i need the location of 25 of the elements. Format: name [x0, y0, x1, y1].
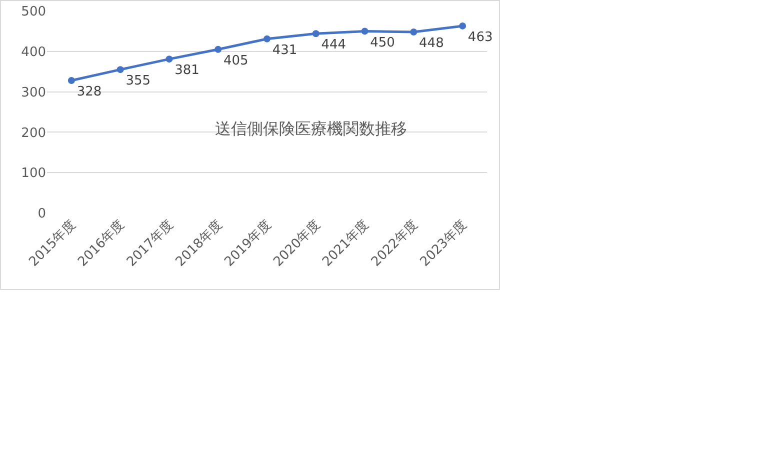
point — [166, 56, 173, 63]
point — [361, 28, 368, 35]
data-label: 355 — [126, 74, 151, 89]
point — [312, 30, 320, 38]
y-tick-label: 100 — [21, 166, 46, 182]
data-label: 405 — [223, 54, 248, 69]
point — [264, 35, 270, 42]
y-tick-label: 300 — [21, 85, 46, 100]
data-label: 431 — [272, 43, 298, 58]
y-tick-label: 0 — [38, 206, 46, 222]
point — [68, 76, 75, 84]
point — [459, 22, 466, 30]
y-tick-label: 500 — [21, 4, 46, 20]
point — [410, 28, 418, 36]
point — [116, 66, 124, 74]
data-label: 381 — [174, 63, 200, 78]
y-tick-label: 200 — [21, 126, 46, 141]
text: 送信側保険医療機関数推移 — [215, 118, 407, 138]
point — [214, 46, 222, 53]
data-label: 448 — [419, 36, 444, 52]
data-label: 444 — [321, 38, 346, 53]
data-label: 463 — [468, 30, 493, 46]
y-tick-label: 400 — [21, 44, 46, 60]
data-label: 450 — [370, 35, 395, 50]
data-label: 328 — [76, 84, 102, 100]
